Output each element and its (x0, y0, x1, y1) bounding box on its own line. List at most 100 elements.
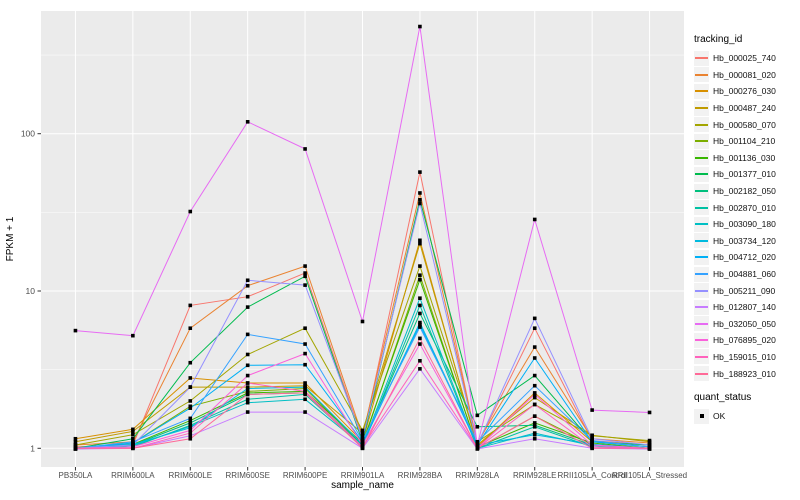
legend-label: Hb_000276_030 (713, 86, 776, 97)
data-point (303, 410, 307, 414)
legend-key-line (694, 183, 709, 199)
legend-item-Hb_005211_090: Hb_005211_090 (694, 282, 798, 299)
data-point (245, 392, 250, 397)
legend-key-point (694, 408, 709, 424)
legend-item-Hb_000580_070: Hb_000580_070 (694, 116, 798, 133)
legend-label: OK (713, 411, 726, 422)
legend-key-line (694, 216, 709, 232)
data-point (418, 273, 422, 278)
legend-item-Hb_000025_740: Hb_000025_740 (694, 50, 798, 67)
legend-label: Hb_159015_010 (713, 351, 776, 362)
data-point (418, 277, 422, 282)
x-tick-label: RRIM600SE (225, 471, 269, 480)
legend-key-line (694, 117, 709, 133)
legend-label: Hb_003734_120 (713, 235, 776, 246)
data-point (245, 410, 250, 414)
legend-item-Hb_001136_030: Hb_001136_030 (694, 150, 798, 167)
data-point (532, 345, 537, 349)
data-point (188, 425, 193, 430)
legend-key-line (694, 200, 709, 216)
legend-key-line (694, 133, 709, 149)
data-point (590, 434, 594, 438)
data-point (303, 397, 307, 402)
x-axis-title: sample_name (331, 480, 394, 491)
legend-item-Hb_004881_060: Hb_004881_060 (694, 266, 798, 283)
data-point (532, 383, 537, 388)
legend-item-Hb_004712_020: Hb_004712_020 (694, 249, 798, 266)
data-point (303, 381, 307, 385)
data-point (188, 416, 193, 421)
legend: tracking_id Hb_000025_740 Hb_000081_020 Hb… (694, 33, 798, 424)
legend-key-line (694, 332, 709, 348)
data-point (360, 431, 365, 435)
data-point (131, 427, 135, 432)
data-point (131, 432, 135, 437)
data-point (245, 363, 250, 368)
data-point (532, 421, 537, 425)
data-point (418, 198, 422, 202)
data-point (73, 443, 78, 447)
data-point (418, 264, 422, 268)
x-tick-label: RRIM600PE (283, 471, 327, 480)
data-point (245, 386, 250, 391)
data-point (532, 414, 537, 418)
data-point (418, 170, 422, 174)
legend-label: Hb_004712_020 (713, 252, 776, 263)
data-point (303, 147, 307, 151)
data-point (188, 418, 193, 423)
data-point (418, 201, 422, 206)
data-point (245, 352, 250, 357)
data-point (418, 296, 422, 300)
x-tick-label: RRIM928BA (398, 471, 443, 480)
data-point (188, 404, 193, 409)
legend-label: Hb_000580_070 (713, 119, 776, 130)
data-point (303, 264, 307, 268)
legend-key-line (694, 316, 709, 332)
data-point (245, 120, 250, 124)
legend-label: Hb_005211_090 (713, 285, 776, 296)
data-point (303, 391, 307, 395)
data-point (590, 446, 594, 451)
legend-key-line (694, 349, 709, 365)
data-point (418, 325, 422, 329)
data-point (188, 326, 193, 331)
data-point (188, 436, 193, 441)
data-point (590, 438, 594, 443)
data-point (303, 283, 307, 287)
data-point (245, 397, 250, 402)
data-point (360, 446, 365, 451)
data-point (303, 271, 307, 275)
legend-item-Hb_003090_180: Hb_003090_180 (694, 216, 798, 233)
data-point (647, 438, 652, 443)
legend-key-line (694, 233, 709, 249)
legend-label: Hb_001104_210 (713, 136, 776, 147)
data-point (532, 217, 537, 222)
data-point (360, 319, 365, 324)
data-point (475, 446, 480, 451)
legend-label: Hb_004881_060 (713, 269, 776, 280)
data-point (532, 424, 537, 429)
data-point (532, 326, 537, 331)
legend-item-Hb_188923_010: Hb_188923_010 (694, 365, 798, 382)
data-point (360, 438, 365, 443)
data-point (303, 362, 307, 367)
data-point (303, 351, 307, 356)
data-point (188, 303, 193, 308)
legend-label: Hb_002870_010 (713, 202, 776, 213)
data-point (245, 373, 250, 378)
data-point (131, 443, 135, 447)
legend-title-tracking-id: tracking_id (694, 34, 743, 45)
data-point (303, 274, 307, 279)
legend-key-line (694, 366, 709, 382)
data-point (188, 385, 193, 389)
data-point (73, 436, 78, 441)
data-point (73, 446, 78, 451)
data-point (131, 439, 135, 444)
data-point (418, 241, 422, 246)
data-point (647, 410, 652, 415)
legend-item-Hb_076895_020: Hb_076895_020 (694, 332, 798, 349)
x-tick-label: RRIM600LA (111, 471, 155, 480)
legend-title-quant-status: quant_status (694, 391, 752, 403)
data-point (303, 326, 307, 331)
